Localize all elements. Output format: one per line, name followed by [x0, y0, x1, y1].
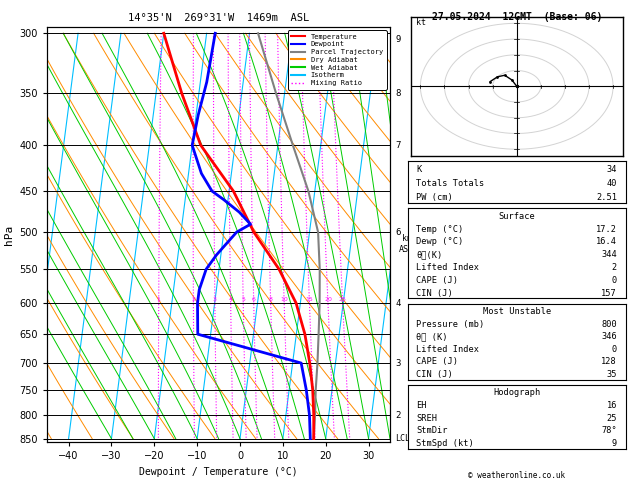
Text: Dewp (°C): Dewp (°C) [416, 237, 464, 246]
X-axis label: Dewpoint / Temperature (°C): Dewpoint / Temperature (°C) [139, 467, 298, 477]
Text: 16: 16 [606, 401, 617, 410]
Text: 17.2: 17.2 [596, 225, 617, 234]
Text: 4: 4 [229, 297, 233, 302]
Text: 20: 20 [324, 297, 332, 302]
Text: 3: 3 [213, 297, 217, 302]
Text: 346: 346 [601, 332, 617, 341]
Text: 15: 15 [306, 297, 313, 302]
Text: 5: 5 [242, 297, 245, 302]
Text: 2.51: 2.51 [596, 192, 617, 202]
Text: 1: 1 [157, 297, 160, 302]
Text: K: K [416, 165, 421, 174]
Text: 40: 40 [606, 179, 617, 188]
Text: θᴇ (K): θᴇ (K) [416, 332, 448, 341]
Text: 10: 10 [281, 297, 288, 302]
Text: Pressure (mb): Pressure (mb) [416, 320, 484, 329]
Text: CAPE (J): CAPE (J) [416, 358, 459, 366]
Text: kt: kt [416, 18, 426, 27]
Y-axis label: hPa: hPa [4, 225, 14, 244]
Text: 6: 6 [252, 297, 255, 302]
Text: 35: 35 [606, 370, 617, 379]
Text: 128: 128 [601, 358, 617, 366]
Text: Hodograph: Hodograph [493, 388, 540, 398]
Text: 7: 7 [395, 141, 401, 150]
Text: CAPE (J): CAPE (J) [416, 276, 459, 285]
Text: 9: 9 [612, 439, 617, 448]
Y-axis label: km
ASL: km ASL [399, 235, 414, 254]
Text: LCL: LCL [395, 434, 410, 443]
Text: 2: 2 [191, 297, 196, 302]
Legend: Temperature, Dewpoint, Parcel Trajectory, Dry Adiabat, Wet Adiabat, Isotherm, Mi: Temperature, Dewpoint, Parcel Trajectory… [288, 30, 386, 89]
Text: CIN (J): CIN (J) [416, 289, 453, 298]
Text: Totals Totals: Totals Totals [416, 179, 484, 188]
Text: 6: 6 [395, 227, 401, 237]
Text: StmDir: StmDir [416, 426, 448, 435]
Text: 9: 9 [395, 35, 401, 44]
Text: 800: 800 [601, 320, 617, 329]
Text: 2: 2 [395, 411, 401, 419]
Text: 344: 344 [601, 250, 617, 259]
Text: Temp (°C): Temp (°C) [416, 225, 464, 234]
Text: Lifted Index: Lifted Index [416, 263, 479, 272]
Text: PW (cm): PW (cm) [416, 192, 453, 202]
Text: 78°: 78° [601, 426, 617, 435]
Text: 25: 25 [606, 414, 617, 423]
Text: 0: 0 [612, 276, 617, 285]
Text: 8: 8 [395, 89, 401, 98]
Text: EH: EH [416, 401, 427, 410]
Text: © weatheronline.co.uk: © weatheronline.co.uk [468, 471, 565, 480]
Text: StmSpd (kt): StmSpd (kt) [416, 439, 474, 448]
Text: Lifted Index: Lifted Index [416, 345, 479, 354]
Text: 34: 34 [606, 165, 617, 174]
Text: Surface: Surface [498, 212, 535, 221]
Text: 4: 4 [395, 298, 401, 308]
Text: θᴇ(K): θᴇ(K) [416, 250, 443, 259]
Text: 8: 8 [269, 297, 272, 302]
Text: 2: 2 [612, 263, 617, 272]
Text: 25: 25 [339, 297, 347, 302]
Text: Most Unstable: Most Unstable [482, 307, 551, 316]
Text: CIN (J): CIN (J) [416, 370, 453, 379]
Text: 157: 157 [601, 289, 617, 298]
Text: 0: 0 [612, 345, 617, 354]
Text: SREH: SREH [416, 414, 437, 423]
Title: 14°35'N  269°31'W  1469m  ASL: 14°35'N 269°31'W 1469m ASL [128, 13, 309, 23]
Text: 16.4: 16.4 [596, 237, 617, 246]
Text: 27.05.2024  12GMT  (Base: 06): 27.05.2024 12GMT (Base: 06) [431, 12, 602, 22]
Text: 3: 3 [395, 359, 401, 367]
